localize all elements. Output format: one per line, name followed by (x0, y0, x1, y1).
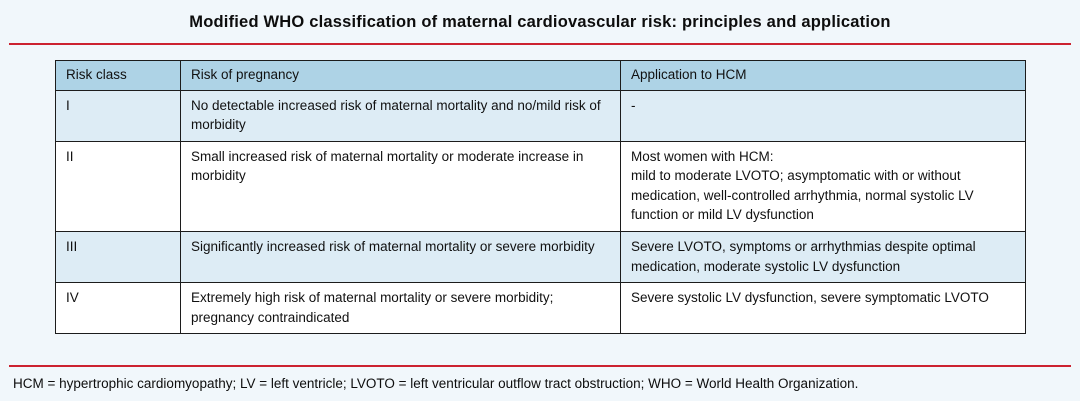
cell-risk-class: II (55, 140, 181, 232)
table-row: III Significantly increased risk of mate… (55, 230, 1026, 284)
cell-application-to-hcm: - (620, 89, 1026, 142)
footnote: HCM = hypertrophic cardiomyopathy; LV = … (13, 376, 859, 391)
cell-application-to-hcm: Severe systolic LV dysfunction, severe s… (620, 282, 1026, 335)
header-row: Risk class Risk of pregnancy Application… (55, 60, 1026, 91)
who-risk-table: Risk class Risk of pregnancy Application… (55, 60, 1026, 335)
cell-risk-class: IV (55, 282, 181, 335)
table-row: II Small increased risk of maternal mort… (55, 140, 1026, 232)
table-row: I No detectable increased risk of matern… (55, 89, 1026, 142)
top-red-divider (9, 43, 1071, 45)
header-risk-of-pregnancy: Risk of pregnancy (180, 60, 621, 91)
title-bar: Modified WHO classification of maternal … (0, 0, 1080, 43)
spacer (0, 334, 1080, 365)
cell-risk-of-pregnancy: Extremely high risk of maternal mortalit… (180, 282, 621, 335)
bottom-red-divider (9, 365, 1071, 367)
cell-risk-class: I (55, 89, 181, 142)
table-container: Risk class Risk of pregnancy Application… (55, 60, 1026, 335)
page-title: Modified WHO classification of maternal … (189, 13, 891, 31)
table-header: Risk class Risk of pregnancy Application… (55, 60, 1026, 91)
header-application-to-hcm: Application to HCM (620, 60, 1026, 91)
cell-application-to-hcm: Most women with HCM: mild to moderate LV… (620, 140, 1026, 232)
cell-risk-of-pregnancy: Significantly increased risk of maternal… (180, 230, 621, 284)
header-risk-class: Risk class (55, 60, 181, 91)
cell-risk-of-pregnancy: Small increased risk of maternal mortali… (180, 140, 621, 232)
cell-risk-of-pregnancy: No detectable increased risk of maternal… (180, 89, 621, 142)
cell-application-to-hcm: Severe LVOTO, symptoms or arrhythmias de… (620, 230, 1026, 284)
table-row: IV Extremely high risk of maternal morta… (55, 282, 1026, 335)
cell-risk-class: III (55, 230, 181, 284)
